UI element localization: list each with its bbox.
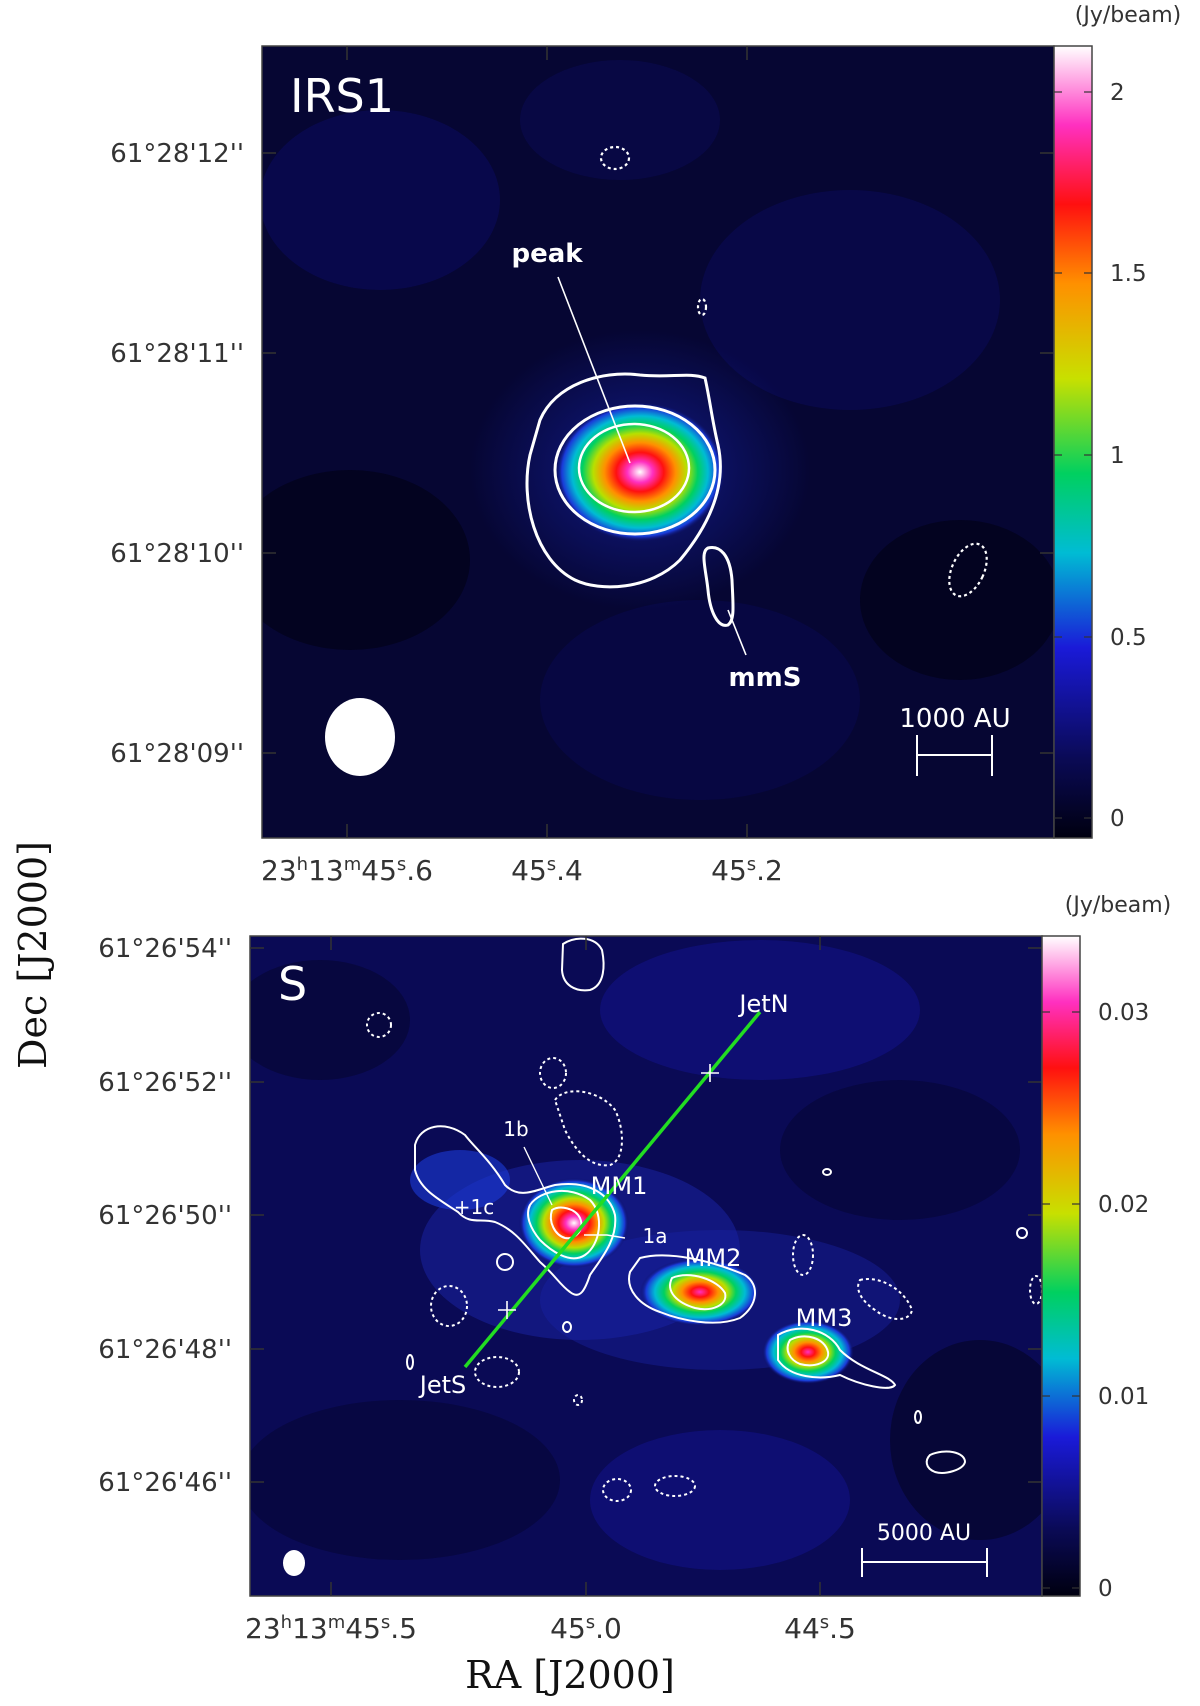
colorbar-unit-top: (Jy/beam)	[1075, 3, 1182, 28]
colorbar-bottom	[1041, 935, 1081, 1597]
mms-contour	[702, 545, 735, 627]
colorbar-tick-label: 0.03	[1098, 1000, 1149, 1026]
beam-ellipse	[283, 1550, 305, 1576]
colorbar-tick-label: 0.02	[1098, 1192, 1149, 1218]
label-mm2: MM2	[685, 1244, 742, 1272]
colorbar-tick-label: 0.5	[1110, 625, 1147, 651]
colorbar-ticks-top	[1054, 91, 1092, 819]
peak-pointer	[557, 276, 631, 464]
y-tick-label: 61°28'09''	[110, 739, 244, 769]
tick-marks-bottom	[250, 936, 1042, 1596]
scale-bar-label-top: 1000 AU	[899, 704, 1010, 734]
label-1a: 1a	[643, 1224, 668, 1248]
s-contours	[406, 937, 1028, 1474]
label-peak: peak	[511, 239, 583, 269]
y-tick-label: 61°28'12''	[110, 139, 244, 169]
y-axis-title: Dec [J2000]	[11, 841, 55, 1069]
label-1b-pointer	[523, 1146, 553, 1206]
scale-bar-bottom	[861, 1548, 988, 1577]
jet-markers	[498, 1064, 719, 1319]
x-tick-label: 45s.0	[550, 1612, 622, 1646]
colorbar-tick-label: 1	[1110, 443, 1125, 469]
label-jetn: JetN	[737, 990, 788, 1018]
label-1c: +1c	[454, 1195, 494, 1219]
label-mm3: MM3	[796, 1304, 853, 1332]
mms-pointer	[727, 609, 747, 656]
label-mm1: MM1	[591, 1172, 648, 1200]
colorbar-tick-label: 1.5	[1110, 261, 1147, 287]
panel-irs1: peak mmS IRS1 1000 AU (Jy/beam) 2 1.5 1 0.5…	[110, 3, 1181, 887]
colorbar-tick-label: 2	[1110, 80, 1125, 106]
y-tick-label: 61°28'10''	[110, 539, 244, 569]
y-tick-label: 61°26'46''	[98, 1468, 232, 1498]
irs1-peak-emission	[555, 402, 725, 542]
colorbar-unit-bottom: (Jy/beam)	[1065, 893, 1172, 918]
x-tick-label: 45s.2	[711, 854, 783, 888]
colorbar-tick-label: 0	[1098, 1576, 1113, 1602]
y-tick-label: 61°26'52''	[98, 1068, 232, 1098]
label-1a-pointer	[584, 1234, 626, 1239]
y-tick-label: 61°26'54''	[98, 934, 232, 964]
panel-label-s: S	[278, 957, 307, 1011]
tick-marks-top	[262, 46, 1054, 838]
colorbar-top	[1053, 45, 1093, 839]
beam-ellipse	[325, 698, 395, 776]
colorbar-tick-label: 0.01	[1098, 1384, 1149, 1410]
label-mms: mmS	[729, 663, 802, 693]
map-texture	[250, 940, 1042, 1570]
x-tick-label: 23h13m45s.5	[245, 1612, 417, 1646]
label-1b: 1b	[503, 1117, 528, 1141]
panel-s: JetN JetS MM1 MM2 MM3 1a 1b +1c S 5000 A…	[98, 893, 1171, 1645]
x-axis-title: RA [J2000]	[465, 1653, 675, 1697]
s-negative-contours	[366, 1012, 1043, 1502]
panel-label-irs1: IRS1	[290, 69, 394, 123]
scale-bar-top	[916, 735, 993, 776]
colorbar-ticks-bottom	[1042, 1011, 1080, 1589]
y-tick-label: 61°28'11''	[110, 339, 244, 369]
jet-axis-line	[463, 1010, 762, 1369]
irs1-contours	[525, 372, 735, 627]
y-tick-label: 61°26'50''	[98, 1201, 232, 1231]
x-tick-label: 45s.4	[511, 854, 583, 888]
x-tick-label: 44s.5	[784, 1612, 856, 1646]
label-jets: JetS	[418, 1371, 467, 1399]
scale-bar-label-bottom: 5000 AU	[877, 1521, 971, 1546]
irs1-negative-contours	[599, 145, 988, 598]
colorbar-tick-label: 0	[1110, 806, 1125, 832]
y-tick-label: 61°26'48''	[98, 1335, 232, 1365]
x-tick-label: 23h13m45s.6	[261, 854, 433, 888]
